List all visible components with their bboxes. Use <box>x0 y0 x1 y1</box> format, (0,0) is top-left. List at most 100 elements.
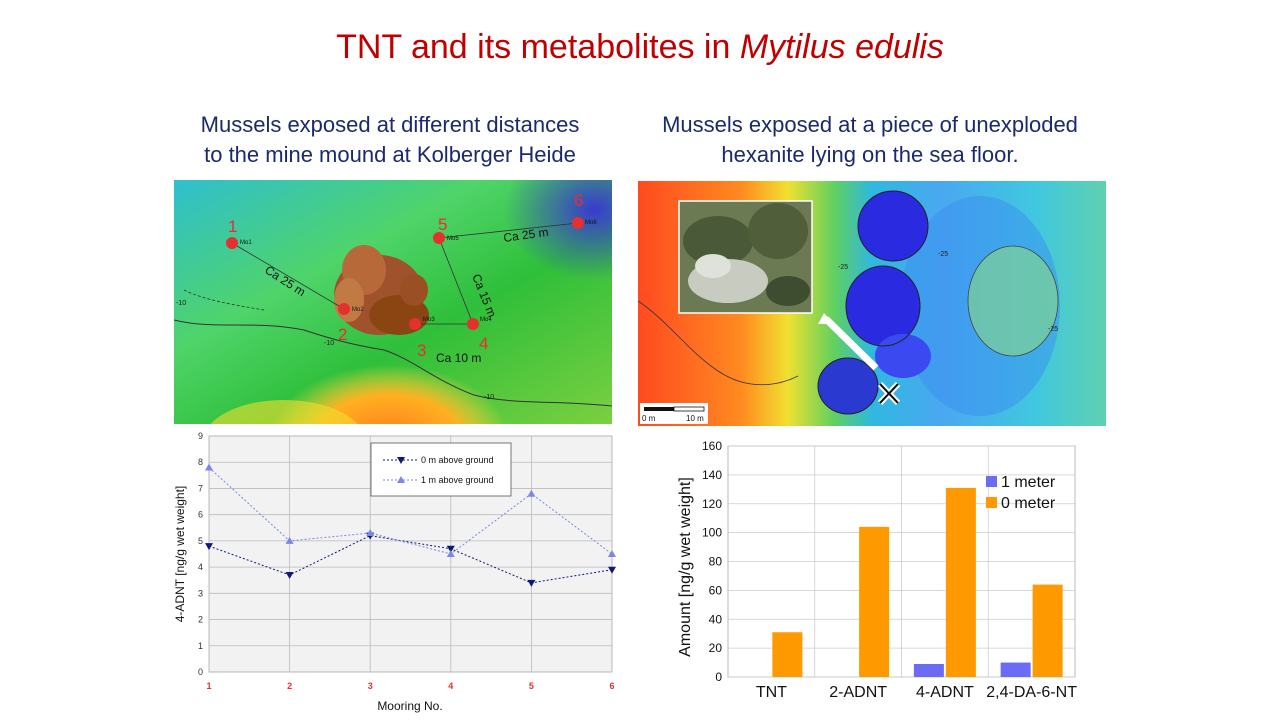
legend-label-1: 1 m above ground <box>421 475 494 485</box>
legend-swatch-1 <box>986 497 997 508</box>
data-point-s0-0 <box>205 543 213 551</box>
left-bathymetry-map: -10 -10 -10 Ca 25 m Ca 25 m Ca 15 m Ca 1… <box>174 180 612 424</box>
x-tick-label: TNT <box>756 684 787 701</box>
bar-s1-2 <box>945 487 976 677</box>
data-point-s1-5 <box>608 550 616 557</box>
mooring-number: 1 <box>228 217 237 236</box>
legend-marker-0 <box>397 457 405 464</box>
bar-s0-3 <box>1000 662 1031 677</box>
y-tick-label: 6 <box>198 510 203 520</box>
bar-chart: 0 20 40 60 80 100 120 140 160 TNT 2-ADNT 4-ADNT 2,4… <box>677 439 1077 701</box>
right-bathymetry-map: -25 -25 -25 0 m 10 m <box>638 181 1106 426</box>
x-tick-label: 4-ADNT <box>916 684 974 701</box>
mooring-number: 2 <box>338 325 347 344</box>
y-tick-label: 9 <box>198 431 203 441</box>
x-tick-label: 2-ADNT <box>829 684 887 701</box>
data-point-s0-5 <box>608 566 616 574</box>
mooring-code: Mo1 <box>240 240 252 246</box>
data-point-s0-1 <box>285 571 294 579</box>
x-tick-label: 4 <box>448 681 453 691</box>
contour-label: -25 <box>938 251 948 258</box>
y-tick-label: 40 <box>709 612 723 626</box>
y-tick-label: 120 <box>702 497 722 511</box>
y-tick-label: 160 <box>702 439 722 453</box>
mooring-4: 4 Mo4 <box>467 317 492 353</box>
y-tick-label: 5 <box>198 536 203 546</box>
mooring-number: 4 <box>479 334 488 353</box>
scale-label: 0 m <box>642 414 656 423</box>
contour-label: -25 <box>1048 326 1058 333</box>
mooring-5: 5 Mo5 <box>433 215 459 244</box>
mooring-code: Mo4 <box>480 317 492 323</box>
x-tick-label: 2 <box>287 681 292 691</box>
y-tick-label: 80 <box>709 555 723 569</box>
mooring-6: 6 Mo6 <box>572 191 597 229</box>
scale-bar: 0 m 10 m <box>640 403 708 424</box>
mooring-number: 6 <box>574 191 583 210</box>
data-point-s1-0 <box>205 463 213 471</box>
mooring-3: 3 Mo3 <box>409 317 435 360</box>
left-subtitle-line-2: to the mine mound at Kolberger Heide <box>204 142 576 167</box>
x-tick-label: 1 <box>206 681 211 691</box>
x-tick-label: 3 <box>368 681 373 691</box>
legend: 0 m above ground 1 m above ground <box>370 442 512 497</box>
contour-label: -10 <box>324 340 334 347</box>
data-point-s1-3 <box>446 550 455 557</box>
contour-label: -25 <box>838 264 848 271</box>
legend-marker-1 <box>397 476 405 483</box>
y-tick-label: 7 <box>198 483 203 493</box>
seafloor-photo-inset <box>678 200 813 314</box>
right-subtitle: Mussels exposed at a piece of unexploded… <box>620 110 1120 170</box>
scale-label: 10 m <box>686 414 704 423</box>
legend-swatch-0 <box>986 476 997 487</box>
hexanite-marker-icon <box>877 381 901 406</box>
contour-label: -10 <box>484 394 494 401</box>
bar-s1-0 <box>772 632 803 677</box>
y-tick-label: 60 <box>709 583 723 597</box>
y-tick-label: 1 <box>198 641 203 651</box>
y-tick-label: 20 <box>709 641 723 655</box>
legend: 1 meter 0 meter <box>986 474 1056 512</box>
x-axis-label: Mooring No. <box>377 699 442 713</box>
bar-s1-3 <box>1032 584 1063 677</box>
contour-label: -10 <box>176 300 186 307</box>
data-point-s1-4 <box>527 489 536 497</box>
y-tick-label: 100 <box>702 526 722 540</box>
legend-label-0: 1 meter <box>1001 474 1056 491</box>
y-axis-label: 4-ADNT [ng/g wet weight] <box>173 486 187 623</box>
left-subtitle-line-1: Mussels exposed at different distances <box>200 112 580 137</box>
y-tick-label: 3 <box>198 588 203 598</box>
y-tick-label: 0 <box>198 667 203 677</box>
mooring-code: Mo5 <box>447 236 459 242</box>
mooring-code: Mo3 <box>423 317 435 323</box>
x-tick-label: 5 <box>529 681 534 691</box>
mooring-number: 3 <box>417 341 426 360</box>
y-tick-label: 2 <box>198 615 203 625</box>
legend-label-1: 0 meter <box>1001 495 1056 512</box>
right-subtitle-line-2: hexanite lying on the sea floor. <box>721 142 1019 167</box>
legend-label-0: 0 m above ground <box>421 455 494 465</box>
y-axis-label: Amount [ng/g wet weight] <box>677 477 694 657</box>
mooring-1: 1 Mo1 <box>226 217 252 249</box>
data-point-s1-1 <box>285 536 294 544</box>
right-subtitle-line-1: Mussels exposed at a piece of unexploded <box>662 112 1078 137</box>
bar-s1-1 <box>859 526 890 677</box>
distance-label: Ca 10 m <box>436 351 481 365</box>
y-tick-label: 4 <box>198 562 203 572</box>
species-name: Mytilus edulis <box>739 28 944 66</box>
mooring-code: Mo2 <box>352 307 364 313</box>
y-tick-label: 140 <box>702 468 722 482</box>
mooring-number: 5 <box>438 215 447 234</box>
mooring-code: Mo6 <box>585 220 597 226</box>
data-point-s0-3 <box>446 545 455 553</box>
x-tick-label: 2,4-DA-6-NT <box>986 684 1077 701</box>
y-tick-label: 0 <box>715 670 722 684</box>
series-line-0 <box>208 535 613 584</box>
y-tick-label: 8 <box>198 457 203 467</box>
mooring-2: 2 Mo2 <box>338 303 364 344</box>
distance-label: Ca 25 m <box>502 225 549 245</box>
x-tick-label: 6 <box>609 681 614 691</box>
arrow-icon <box>823 316 879 371</box>
data-point-s1-2 <box>366 529 375 537</box>
